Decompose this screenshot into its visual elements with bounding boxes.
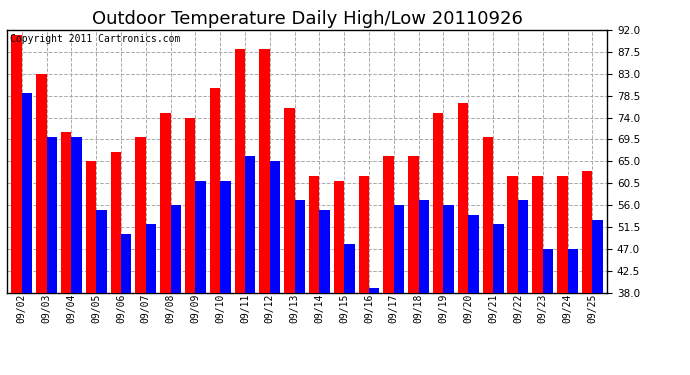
Text: Copyright 2011 Cartronics.com: Copyright 2011 Cartronics.com xyxy=(10,34,180,44)
Bar xyxy=(245,156,255,375)
Bar xyxy=(433,112,444,375)
Bar xyxy=(146,225,156,375)
Bar xyxy=(22,93,32,375)
Bar xyxy=(458,103,469,375)
Bar xyxy=(518,200,529,375)
Bar xyxy=(235,50,245,375)
Bar xyxy=(185,117,195,375)
Bar xyxy=(259,50,270,375)
Bar xyxy=(61,132,71,375)
Bar xyxy=(344,244,355,375)
Bar xyxy=(369,288,380,375)
Bar xyxy=(359,176,369,375)
Bar xyxy=(11,35,22,375)
Bar xyxy=(557,176,567,375)
Bar xyxy=(270,161,280,375)
Bar xyxy=(384,156,394,375)
Bar xyxy=(334,181,344,375)
Bar xyxy=(469,215,479,375)
Bar xyxy=(160,112,170,375)
Bar xyxy=(110,152,121,375)
Bar xyxy=(567,249,578,375)
Bar xyxy=(284,108,295,375)
Bar xyxy=(195,181,206,375)
Bar xyxy=(96,210,107,375)
Bar xyxy=(419,200,429,375)
Bar xyxy=(86,161,96,375)
Bar xyxy=(532,176,543,375)
Bar xyxy=(507,176,518,375)
Bar xyxy=(483,137,493,375)
Bar xyxy=(295,200,305,375)
Bar xyxy=(170,205,181,375)
Bar xyxy=(408,156,419,375)
Bar xyxy=(309,176,319,375)
Bar xyxy=(543,249,553,375)
Bar xyxy=(135,137,146,375)
Bar xyxy=(220,181,230,375)
Bar xyxy=(394,205,404,375)
Bar xyxy=(121,234,131,375)
Bar xyxy=(71,137,82,375)
Bar xyxy=(36,74,47,375)
Bar xyxy=(493,225,504,375)
Bar xyxy=(582,171,592,375)
Bar xyxy=(47,137,57,375)
Bar xyxy=(444,205,454,375)
Title: Outdoor Temperature Daily High/Low 20110926: Outdoor Temperature Daily High/Low 20110… xyxy=(92,10,522,28)
Bar xyxy=(592,220,603,375)
Bar xyxy=(319,210,330,375)
Bar xyxy=(210,88,220,375)
